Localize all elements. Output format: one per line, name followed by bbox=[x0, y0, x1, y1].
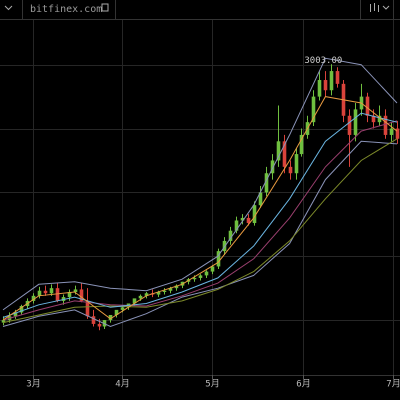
candle-body bbox=[377, 115, 382, 123]
candle-body bbox=[365, 96, 370, 116]
indicator-line bbox=[2, 138, 398, 324]
candle-body bbox=[114, 309, 119, 315]
candle-body bbox=[347, 115, 352, 135]
candle-body bbox=[19, 306, 24, 313]
candle-body bbox=[204, 271, 209, 276]
candle-body bbox=[85, 300, 90, 317]
candle-body bbox=[31, 295, 36, 301]
grid bbox=[0, 20, 400, 375]
candle-body bbox=[216, 251, 221, 267]
candle-body bbox=[97, 323, 102, 327]
candle-body bbox=[240, 217, 245, 221]
candle-body bbox=[162, 290, 167, 292]
candle-body bbox=[353, 109, 358, 135]
candle-body bbox=[258, 192, 263, 206]
candle-body bbox=[371, 115, 376, 123]
indicator-line bbox=[2, 57, 398, 311]
candle-body bbox=[246, 217, 251, 224]
candle-body bbox=[156, 291, 161, 295]
x-tick-label: 7月 bbox=[386, 379, 400, 390]
candle-body bbox=[91, 316, 96, 324]
candle-body bbox=[270, 160, 275, 174]
candle-body bbox=[49, 288, 54, 294]
candle-body bbox=[282, 141, 287, 167]
indicator-line bbox=[2, 112, 398, 318]
popout-icon[interactable] bbox=[101, 3, 109, 12]
candle-body bbox=[323, 80, 328, 91]
candle-body bbox=[108, 314, 113, 321]
candle-body bbox=[55, 288, 60, 301]
candle-body bbox=[132, 298, 137, 304]
candle-body bbox=[264, 173, 269, 193]
candle-body bbox=[168, 288, 173, 291]
plot: 3003.00 bbox=[1, 56, 400, 331]
site-name: bitfinex.com bbox=[30, 4, 102, 15]
indicator-line bbox=[2, 140, 398, 328]
candle-body bbox=[138, 295, 143, 299]
candle-body bbox=[174, 285, 179, 289]
candle-body bbox=[317, 80, 322, 97]
candle-body bbox=[210, 266, 215, 272]
candle-body bbox=[120, 307, 125, 310]
candle-body bbox=[276, 141, 281, 161]
candle-body bbox=[299, 134, 304, 155]
menu-chevron[interactable] bbox=[4, 5, 13, 11]
candle-body bbox=[144, 293, 149, 296]
indicator-icon[interactable] bbox=[370, 3, 379, 12]
x-tick-label: 3月 bbox=[26, 379, 40, 390]
candle-body bbox=[13, 312, 18, 317]
x-tick-label: 4月 bbox=[115, 379, 129, 390]
candle-body bbox=[294, 154, 299, 174]
candle-body bbox=[228, 230, 233, 241]
candle-body bbox=[311, 96, 316, 123]
candle-body bbox=[43, 290, 48, 294]
x-axis: 3月 4月 5月 6月 7月 bbox=[26, 375, 400, 390]
candle-body bbox=[335, 71, 340, 84]
x-tick-label: 6月 bbox=[296, 379, 310, 390]
candle-body bbox=[234, 220, 239, 231]
candle-body bbox=[79, 289, 84, 301]
header-bar bbox=[0, 0, 400, 19]
candle-body bbox=[192, 277, 197, 280]
candle-body bbox=[329, 71, 334, 91]
indicator-line bbox=[2, 120, 398, 321]
candle-body bbox=[389, 128, 394, 135]
indicator-chevron[interactable] bbox=[382, 5, 390, 10]
candle-body bbox=[37, 290, 42, 296]
candle-body bbox=[395, 128, 400, 139]
candle-body bbox=[288, 166, 293, 174]
candle-body bbox=[67, 291, 72, 298]
candle-body bbox=[383, 115, 388, 135]
candle-body bbox=[73, 289, 78, 292]
candle-body bbox=[252, 205, 257, 224]
candle-body bbox=[1, 320, 6, 323]
indicator-line bbox=[2, 96, 398, 321]
candle-body bbox=[198, 275, 203, 278]
high-annotation: 3003.00 bbox=[304, 56, 342, 66]
x-tick-label: 5月 bbox=[205, 379, 219, 390]
